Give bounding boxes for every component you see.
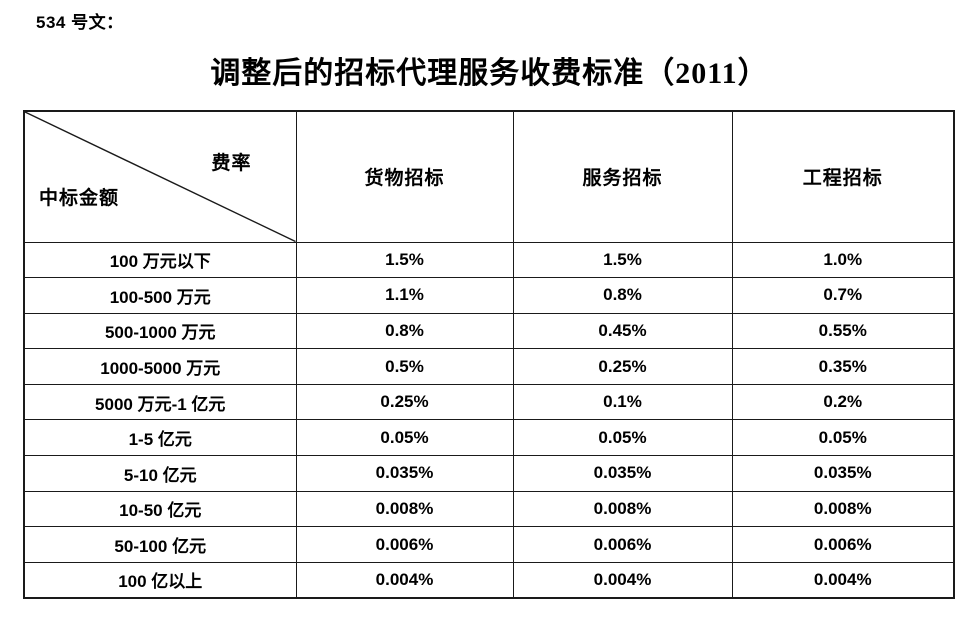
fee-cell: 0.55% [731,312,955,350]
fee-cell: 0.006% [731,526,955,563]
fee-cell: 0.25% [295,383,514,421]
fee-cell: 0.35% [731,348,955,385]
row-amount: 5000 万元-1 亿元 [23,383,297,421]
fee-cell: 1.5% [295,241,514,279]
column-header-goods: 货物招标 [295,110,514,243]
row-amount: 500-1000 万元 [23,312,297,350]
fee-cell: 0.05% [295,419,514,457]
table-row: 1000-5000 万元 0.5% 0.25% 0.35% [23,348,955,385]
fee-cell: 0.035% [295,455,514,492]
table-row: 100 万元以下 1.5% 1.5% 1.0% [23,241,955,279]
row-amount: 100 万元以下 [23,241,297,279]
fee-cell: 0.8% [295,312,514,350]
table-row: 5000 万元-1 亿元 0.25% 0.1% 0.2% [23,383,955,421]
fee-cell: 0.45% [512,312,733,350]
fee-cell: 0.8% [512,277,733,314]
table-row: 5-10 亿元 0.035% 0.035% 0.035% [23,455,955,492]
row-amount: 50-100 亿元 [23,526,297,563]
table-row: 100-500 万元 1.1% 0.8% 0.7% [23,277,955,314]
fee-cell: 1.5% [512,241,733,279]
fee-cell: 1.0% [731,241,955,279]
fee-table: 费率 中标金额 货物招标 服务招标 工程招标 100 万元以下 1.5% 1.5… [23,110,955,599]
fee-cell: 0.008% [731,490,955,528]
table-row: 10-50 亿元 0.008% 0.008% 0.008% [23,490,955,528]
fee-cell: 0.004% [512,561,733,599]
doc-number-label: 534 号文： [36,13,124,32]
fee-cell: 0.25% [512,348,733,385]
corner-header-cell: 费率 中标金额 [23,110,297,243]
corner-label-amount: 中标金额 [39,187,120,209]
corner-label-rate: 费率 [211,153,252,174]
column-header-engineering: 工程招标 [731,110,955,243]
header-row: 费率 中标金额 货物招标 服务招标 工程招标 [23,110,955,243]
diagonal-divider-line [25,112,296,242]
fee-table-body: 100 万元以下 1.5% 1.5% 1.0% 100-500 万元 1.1% … [23,241,955,599]
table-row: 500-1000 万元 0.8% 0.45% 0.55% [23,312,955,350]
fee-cell: 0.035% [731,455,955,492]
fee-cell: 0.5% [295,348,514,385]
row-amount: 10-50 亿元 [23,490,297,528]
fee-cell: 0.008% [295,490,514,528]
table-row: 100 亿以上 0.004% 0.004% 0.004% [23,561,955,599]
fee-cell: 0.004% [295,561,514,599]
fee-cell: 0.7% [731,277,955,314]
table-row: 1-5 亿元 0.05% 0.05% 0.05% [23,419,955,457]
row-amount: 5-10 亿元 [23,455,297,492]
row-amount: 1-5 亿元 [23,419,297,457]
row-amount: 100-500 万元 [23,277,297,314]
fee-cell: 0.2% [731,383,955,421]
page-title: 调整后的招标代理服务收费标准（2011） [210,57,769,90]
fee-cell: 1.1% [295,277,514,314]
fee-cell: 0.035% [512,455,733,492]
fee-cell: 0.004% [731,561,955,599]
fee-cell: 0.05% [512,419,733,457]
column-header-services: 服务招标 [512,110,733,243]
fee-cell: 0.006% [295,526,514,563]
row-amount: 1000-5000 万元 [23,348,297,385]
table-row: 50-100 亿元 0.006% 0.006% 0.006% [23,526,955,563]
fee-cell: 0.05% [731,419,955,457]
row-amount: 100 亿以上 [23,561,297,599]
fee-cell: 0.006% [512,526,733,563]
fee-cell: 0.008% [512,490,733,528]
fee-cell: 0.1% [512,383,733,421]
